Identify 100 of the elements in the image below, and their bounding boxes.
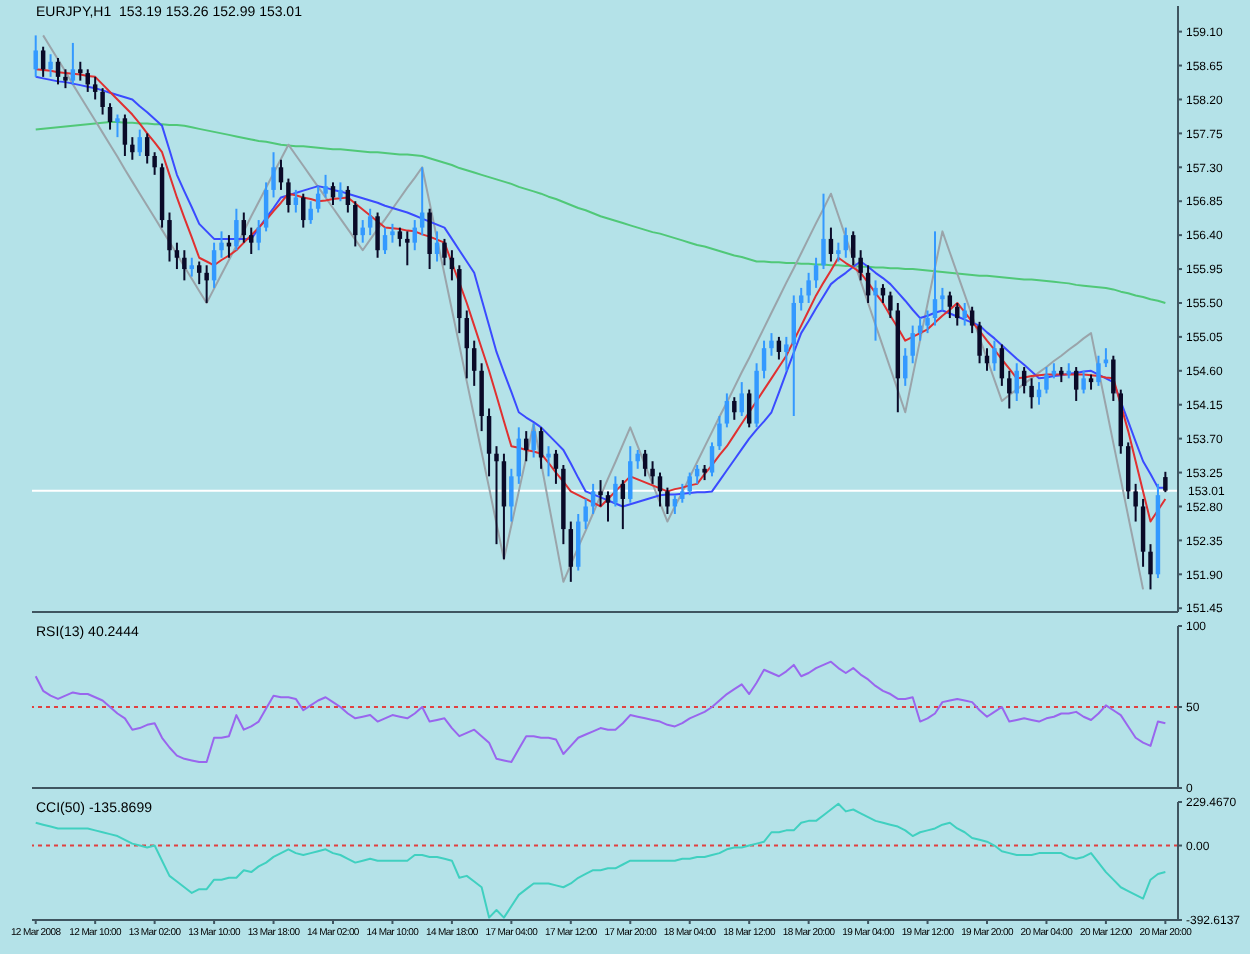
candlestick [308,200,313,225]
candlestick [122,113,128,157]
candlestick [888,290,893,320]
candlestick [947,290,953,320]
candlestick [635,448,640,470]
candlestick [211,241,217,289]
candlestick [680,482,685,504]
candlestick [828,226,834,263]
candlestick [189,256,195,278]
candlestick [1007,369,1012,410]
candlestick [955,301,960,327]
candlestick [204,264,209,304]
candlestick [709,441,715,478]
candlestick [509,467,514,523]
candlestick [1081,369,1086,395]
candlestick [107,102,113,131]
candlestick [806,271,811,304]
candlestick [1014,362,1019,402]
candlestick [63,68,68,90]
candlestick [620,479,626,531]
candlestick [1148,543,1153,591]
candlestick [940,286,945,312]
candlestick [1133,482,1138,523]
candlestick [130,136,135,161]
candlestick [598,479,603,508]
candlestick [657,471,663,508]
candlestick [419,166,425,237]
candlestick [858,249,863,282]
candlestick [910,324,915,365]
candlestick [241,211,247,244]
candlestick [977,320,982,365]
candlestick [925,309,930,335]
candlestick [739,381,744,418]
candlestick [873,279,878,342]
candlestick [798,286,804,312]
candlestick [583,497,588,531]
candlestick [249,226,254,255]
candlestick [367,207,373,237]
candlestick [353,200,358,248]
line-series [34,802,1167,919]
candlestick [486,407,492,478]
candlestick [1096,354,1101,387]
line-series [42,34,1145,591]
candlestick [843,226,849,259]
candlestick [724,392,730,429]
candlestick [92,75,98,101]
candlestick [137,128,142,157]
candlestick [397,226,403,248]
candlestick [360,219,365,244]
candlestick [813,256,819,289]
candlestick [382,226,388,255]
candlestick [263,181,269,233]
candlestick [405,230,410,267]
candlestick [605,490,611,523]
candlestick [301,192,306,229]
candlestick [427,207,432,271]
candlestick [144,132,150,165]
candlestick [821,192,826,271]
candlestick [1029,377,1034,410]
candlestick [55,57,61,86]
candlestick [338,181,343,203]
candlestick [1111,354,1116,402]
candlestick [293,188,299,214]
candlestick [746,388,752,429]
candlestick [70,41,76,86]
candlestick [174,241,180,271]
candlestick [78,60,83,82]
candlestick [315,185,321,214]
candlestick [761,339,767,380]
candlestick [962,301,967,327]
candlestick [969,305,975,335]
candlestick [234,207,239,252]
candlestick [769,332,774,357]
candlestick [568,520,574,583]
candlestick [784,335,789,372]
candlestick [48,53,53,78]
candlestick [628,445,633,504]
candlestick [152,151,157,176]
candlestick [390,222,395,244]
candlestick [219,230,224,259]
candlestick [182,249,187,282]
candlestick [33,34,38,78]
candlestick [345,185,351,214]
candlestick [1163,470,1168,494]
candlestick [271,151,276,199]
candlestick [851,230,856,267]
candlestick [732,396,737,421]
candlestick [932,230,938,327]
candlestick [196,260,202,286]
candlestick [1044,366,1049,395]
candlestick [1140,497,1146,568]
candlestick [999,343,1005,387]
candlestick [323,173,328,199]
candlestick [375,211,380,259]
candlestick [1073,366,1079,402]
candlestick [717,415,722,451]
candlestick [553,448,559,485]
candlestick [442,237,447,267]
candlestick [531,422,536,459]
candlestick [642,448,648,478]
